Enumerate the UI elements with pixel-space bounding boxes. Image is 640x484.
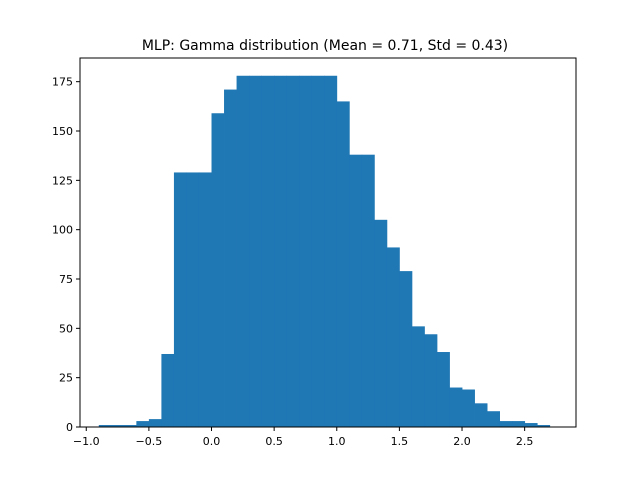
histogram-bar [449,387,463,427]
y-tick-label: 75 [59,273,73,286]
y-tick-label: 0 [66,421,73,434]
histogram-bar [524,423,538,427]
histogram-bar [424,334,438,427]
histogram-bar [274,75,288,427]
histogram-bar [361,154,375,427]
histogram-bar [211,113,225,427]
histogram-bar [336,101,350,427]
x-tick-label: −0.5 [136,435,163,448]
histogram-bar [487,411,500,427]
histogram-bar [537,425,551,427]
histogram-bar [299,75,313,427]
x-tick-label: −1.0 [73,435,100,448]
histogram-bar [286,75,300,427]
histogram-bar [136,421,150,427]
histogram-bar [198,172,212,427]
y-tick-label: 175 [52,76,73,89]
histogram-bar [98,425,112,427]
histogram-bar [474,403,488,427]
chart-title: MLP: Gamma distribution (Mean = 0.71, St… [142,38,508,54]
histogram-bar [111,425,125,427]
x-tick-label: 1.0 [328,435,346,448]
x-axis-ticks: −1.0 −0.5 0.0 0.5 1.0 1.5 2.0 2.5 [73,427,533,448]
x-tick-label: 2.5 [516,435,534,448]
x-tick-label: 2.0 [453,435,471,448]
histogram-bar [512,421,526,427]
histogram-bar [173,172,187,427]
histogram-bar [499,421,513,427]
histogram-bar [224,89,237,427]
y-tick-label: 125 [52,174,73,187]
histogram-bar [399,271,413,427]
histogram-bar [411,326,425,427]
histogram-bar [436,352,450,427]
histogram-bar [349,154,363,427]
y-tick-label: 25 [59,372,73,385]
y-axis-ticks: 0 25 50 75 100 125 150 175 [52,76,80,434]
histogram-bar [236,75,250,427]
x-tick-label: 0.5 [265,435,283,448]
histogram-bar [161,353,175,427]
x-tick-label: 1.5 [391,435,409,448]
histogram-bar [249,75,263,427]
histogram-bar [261,75,275,427]
plot-frame [79,57,577,428]
histogram-bar [462,389,475,427]
histogram-bar [324,75,338,427]
y-tick-label: 50 [59,322,73,335]
histogram-bar [374,219,388,427]
histogram-bar [123,425,137,427]
histogram-bars [98,75,551,427]
y-tick-label: 100 [52,224,73,237]
histogram-bar [186,172,200,427]
histogram-bar [311,75,325,427]
x-tick-label: 0.0 [203,435,221,448]
histogram-bar [148,419,162,427]
y-tick-label: 150 [52,125,73,138]
histogram-bar [386,247,400,427]
